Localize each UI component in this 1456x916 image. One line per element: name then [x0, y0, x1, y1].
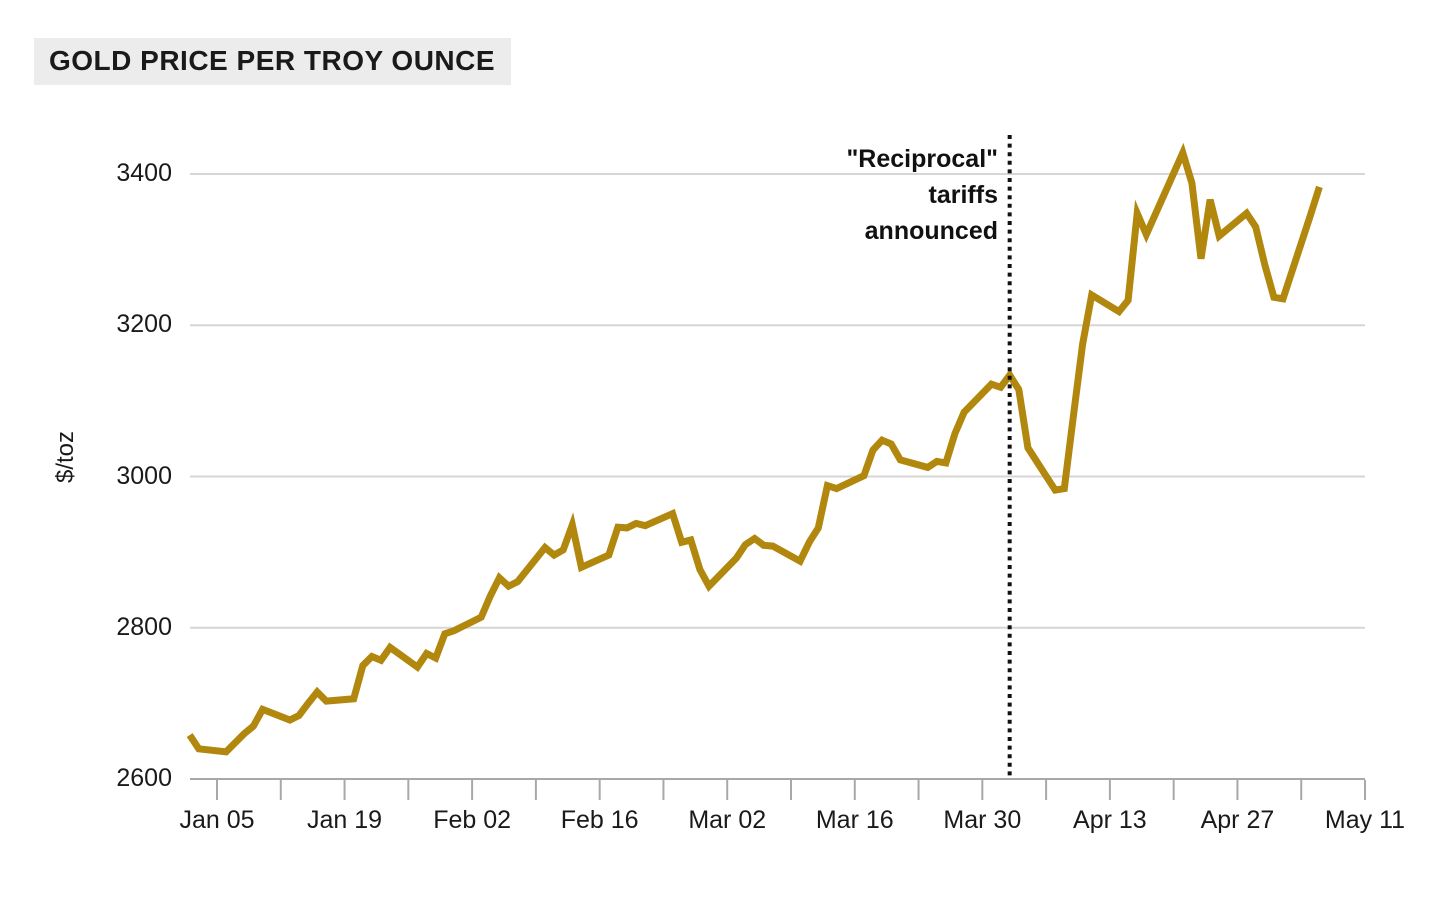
x-tick-label: Apr 13	[1073, 806, 1147, 834]
x-tick-label: Mar 30	[943, 806, 1022, 834]
y-tick-label: 2600	[116, 763, 172, 792]
gold-price-line	[186, 142, 1323, 756]
x-tick-label: Apr 27	[1200, 806, 1275, 834]
chart-title-text: GOLD PRICE PER TROY OUNCE	[49, 45, 496, 76]
chart-title: GOLD PRICE PER TROY OUNCE	[34, 38, 512, 85]
x-tick-label: Feb 02	[433, 806, 512, 834]
x-tick-label: Mar 16	[815, 806, 894, 834]
y-tick-label: 2800	[116, 612, 172, 641]
y-tick-label: 3400	[116, 158, 172, 187]
x-axis	[216, 780, 1366, 800]
tariffs-annotation-text: "Reciprocal" tariffs announced	[846, 145, 998, 245]
x-tick-label: Mar 02	[688, 806, 767, 834]
x-tick-label: Jan 05	[179, 806, 255, 834]
y-tick-label: 3000	[116, 461, 172, 490]
gridlines	[190, 173, 1365, 780]
x-tick-label: Jan 19	[307, 806, 383, 834]
y-tick-label: 3200	[116, 310, 172, 339]
x-tick-label: Feb 16	[560, 806, 639, 834]
x-tick-label: May 11	[1324, 806, 1406, 834]
